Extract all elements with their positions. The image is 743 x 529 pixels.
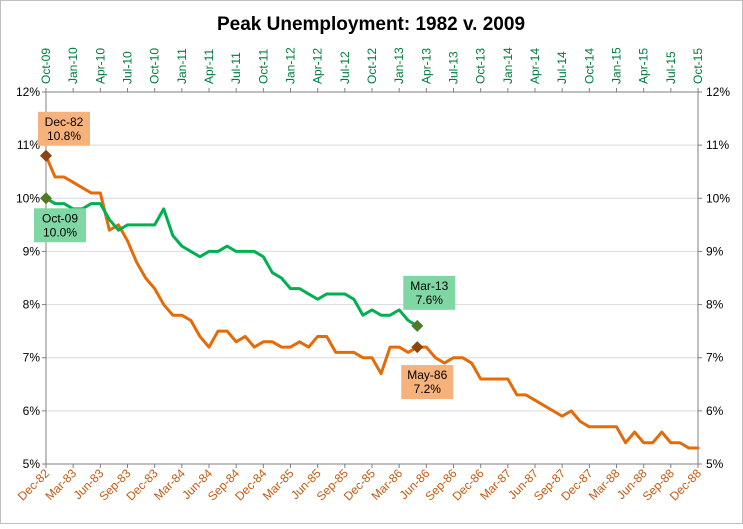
annotation-label: Dec-82 bbox=[45, 115, 84, 129]
x-tick-label-top: Apr-15 bbox=[637, 48, 651, 84]
marker-1982-0 bbox=[40, 149, 52, 162]
y-tick-label-right: 7% bbox=[706, 351, 724, 365]
x-tick-label-top: Oct-13 bbox=[474, 48, 488, 84]
y-tick-label-right: 12% bbox=[706, 85, 730, 99]
x-tick-label-top: Jul-10 bbox=[121, 51, 135, 84]
chart-title: Peak Unemployment: 1982 v. 2009 bbox=[217, 14, 525, 35]
x-tick-label-top: Oct-10 bbox=[148, 48, 162, 84]
annotation-value: 10.0% bbox=[43, 225, 77, 239]
x-tick-label-top: Oct-14 bbox=[582, 48, 596, 84]
series-lines bbox=[44, 154, 700, 450]
annotation-label: Oct-09 bbox=[42, 211, 78, 225]
y-tick-label-right: 6% bbox=[706, 404, 724, 418]
x-tick-label-top: Apr-12 bbox=[311, 48, 325, 84]
x-tick-label-top: Jan-12 bbox=[284, 47, 298, 84]
data-markers bbox=[40, 149, 424, 354]
y-tick-label-left: 11% bbox=[17, 138, 40, 152]
x-tick-label-top: Jul-11 bbox=[229, 52, 243, 84]
annotation-label: Mar-13 bbox=[410, 279, 448, 293]
series-line-1982 bbox=[44, 154, 700, 450]
y-tick-label-left: 8% bbox=[23, 298, 41, 312]
y-tick-label-left: 6% bbox=[23, 404, 41, 418]
x-tick-label-top: Jul-14 bbox=[555, 51, 569, 84]
x-tick-label-top: Apr-10 bbox=[93, 48, 107, 84]
x-tick-label-top: Jan-11 bbox=[175, 48, 189, 84]
annotation-value: 7.6% bbox=[416, 293, 444, 307]
x-tick-label-top: Apr-11 bbox=[202, 49, 216, 84]
annotation-box bbox=[38, 111, 90, 146]
marker-1982-41 bbox=[411, 341, 424, 354]
x-tick-label-top: Oct-12 bbox=[365, 48, 379, 84]
annotation-value: 10.8% bbox=[47, 129, 81, 143]
x-tick-label-top: Oct-11 bbox=[256, 49, 270, 84]
x-tick-label-top: Apr-13 bbox=[419, 48, 433, 84]
y-tick-label-left: 12% bbox=[16, 85, 40, 99]
y-tick-label-left: 9% bbox=[23, 244, 41, 258]
x-tick-label-top: Jan-15 bbox=[610, 47, 624, 84]
x-tick-label-top: Jul-13 bbox=[447, 51, 461, 84]
annotation-box bbox=[34, 208, 86, 243]
annotation-value: 7.2% bbox=[414, 382, 442, 396]
y-tick-label-left: 5% bbox=[23, 457, 41, 471]
y-tick-label-right: 8% bbox=[706, 298, 724, 312]
annotation-label: May-86 bbox=[407, 368, 447, 382]
annotation-box bbox=[401, 365, 454, 400]
y-tick-label-left: 7% bbox=[23, 351, 41, 365]
marker-2009-41 bbox=[411, 319, 424, 332]
marker-2009-0 bbox=[40, 192, 52, 205]
x-tick-label-top: Jul-15 bbox=[664, 51, 678, 84]
x-tick-label-top: Jan-14 bbox=[501, 47, 515, 84]
y-tick-label-right: 5% bbox=[706, 457, 724, 471]
x-tick-label-top: Oct-09 bbox=[39, 48, 53, 84]
annotation-box bbox=[403, 275, 456, 310]
y-tick-label-right: 11% bbox=[706, 138, 729, 152]
x-tick-label-top: Oct-15 bbox=[691, 48, 705, 84]
y-tick-label-right: 9% bbox=[706, 244, 724, 258]
x-tick-label-top: Jan-13 bbox=[392, 47, 406, 84]
y-tick-label-left: 10% bbox=[16, 191, 40, 205]
y-tick-label-right: 10% bbox=[706, 191, 730, 205]
x-tick-label-top: Jul-12 bbox=[338, 51, 352, 84]
x-tick-label-top: Jan-10 bbox=[66, 47, 80, 84]
x-tick-label-top: Apr-14 bbox=[528, 48, 542, 84]
series-line-2009 bbox=[44, 196, 419, 328]
